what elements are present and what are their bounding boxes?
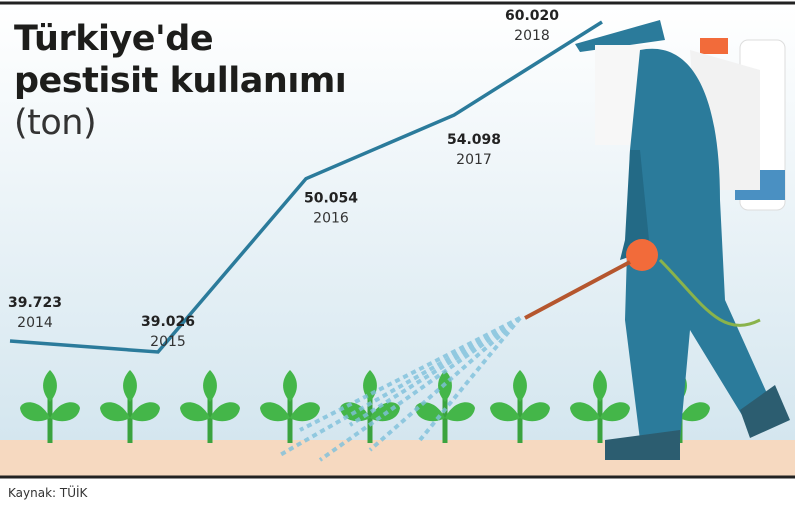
- x-label: 2018: [514, 28, 550, 44]
- value-label: 39.723: [8, 295, 62, 311]
- farmer: [524, 20, 790, 460]
- chart-title: Türkiye'de pestisit: [14, 19, 214, 101]
- value-label: 50.054: [304, 191, 358, 207]
- x-label: 2015: [150, 334, 186, 350]
- line: [9, 20, 603, 354]
- spray: [279, 316, 522, 462]
- x-label: 2014: [17, 315, 53, 331]
- x-label: 2016: [313, 211, 349, 227]
- x-label: 2017: [456, 152, 492, 168]
- value-label: 54.098: [447, 132, 501, 148]
- subtitle: (ton): [14, 103, 97, 143]
- value-label: 39.026: [141, 314, 195, 330]
- value-label: 60.020: [505, 8, 559, 24]
- title-block: Türkiye'de pestisit kullanımı (ton): [14, 18, 354, 144]
- source: Kaynak: TÜİK: [8, 486, 88, 500]
- chart-title-line2: kullanımı: [169, 61, 347, 101]
